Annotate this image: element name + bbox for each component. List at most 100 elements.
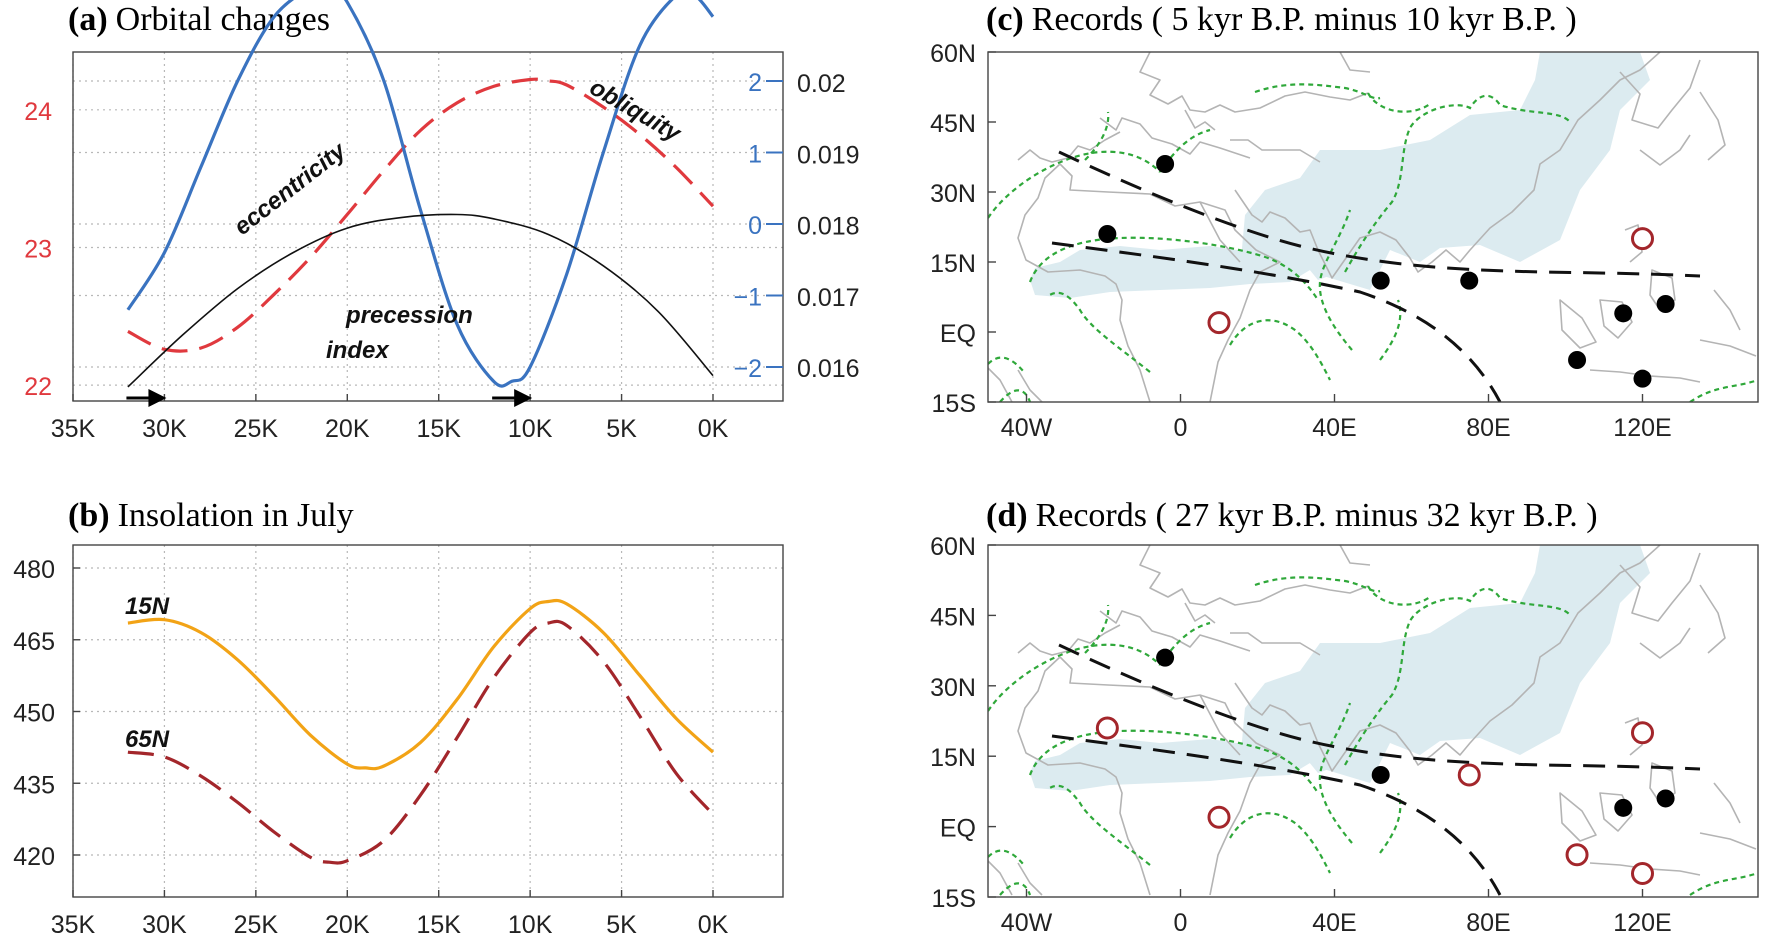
a-xtick-label-1: 30K	[142, 415, 187, 443]
b-xtick-label-7: 0K	[698, 911, 729, 939]
lat-label-5: 15S	[932, 390, 976, 418]
map-c	[988, 52, 1758, 402]
panel-a-frame	[72, 51, 784, 402]
a-prec-tick-4: 2	[748, 69, 762, 97]
b-ytick-label-2: 450	[13, 700, 55, 728]
b-xtick-label-0: 35K	[51, 911, 96, 939]
b-xtick-label-5: 10K	[508, 911, 553, 939]
a-left-tick-1: 23	[24, 235, 52, 263]
panel-c-title: (c) Records ( 5 kyr B.P. minus 10 kyr B.P…	[986, 1, 1577, 38]
a-arrow-head-1	[514, 389, 533, 407]
a-prec-tick-1: −1	[733, 284, 762, 312]
a-xtick-label-3: 20K	[325, 415, 370, 443]
lon-label-4: 120E	[1613, 909, 1671, 937]
record-open-3	[1631, 721, 1654, 745]
lat-label-2: 30N	[930, 180, 976, 208]
lon-label-3: 80E	[1466, 414, 1510, 442]
record-filled-6	[1568, 351, 1587, 369]
record-filled-3	[1656, 789, 1675, 808]
map-d	[988, 545, 1758, 896]
b-ytick-label-4: 420	[13, 843, 55, 871]
record-open-1	[1207, 805, 1231, 829]
a-ecc-tick-3: 0.017	[797, 284, 860, 312]
a-xtick-label-5: 10K	[508, 415, 553, 443]
b-xtick-label-4: 15K	[416, 911, 461, 939]
record-open-0	[1095, 716, 1119, 740]
lon-label-3: 80E	[1466, 909, 1510, 937]
precession-index-label: index	[326, 337, 390, 364]
record-filled-2	[1614, 798, 1633, 817]
lat-label-3: 15N	[930, 744, 976, 772]
panel-c-frame	[987, 51, 1759, 403]
record-filled-4	[1614, 304, 1633, 323]
record-open-5	[1631, 862, 1654, 886]
b-ytick-label-0: 480	[13, 556, 55, 584]
record-open-0	[1207, 311, 1231, 335]
record-filled-1	[1371, 765, 1390, 784]
lat-label-2: 30N	[930, 674, 976, 702]
panel-d: (d) Records ( 27 kyr B.P. minus 32 kyr B.…	[930, 497, 1759, 937]
lat-label-3: 15N	[930, 250, 976, 278]
a-prec-tick-3: 1	[748, 141, 762, 169]
precession-label: precession	[345, 302, 473, 329]
lat-label-4: EQ	[940, 320, 976, 348]
a-xtick-label-2: 25K	[234, 415, 279, 443]
lat-label-4: EQ	[940, 815, 976, 843]
panel-a-title: (a) Orbital changes	[68, 1, 330, 38]
lat-label-1: 45N	[930, 603, 976, 631]
record-filled-2	[1371, 271, 1390, 290]
a-ecc-tick-1: 0.019	[797, 141, 860, 169]
b-xtick-label-1: 30K	[142, 911, 187, 939]
obliquity-label: obliquity	[585, 74, 687, 148]
record-filled-0	[1156, 155, 1175, 173]
record-filled-3	[1460, 271, 1479, 290]
a-left-tick-0: 24	[24, 98, 52, 126]
lat-label-1: 45N	[930, 110, 976, 138]
record-open-2	[1457, 763, 1481, 787]
b-xtick-label-3: 20K	[325, 911, 370, 939]
series-obliquity	[127, 77, 715, 353]
lon-label-1: 0	[1174, 414, 1188, 442]
a-arrow-head-0	[148, 389, 167, 407]
series-insolation-15N	[127, 598, 715, 771]
panel-d-frame	[987, 544, 1759, 898]
a-left-tick-2: 22	[24, 373, 52, 401]
lon-label-0: 40W	[1001, 909, 1053, 937]
record-filled-7	[1633, 369, 1652, 388]
b-xtick-label-6: 5K	[606, 911, 637, 939]
panel-d-title: (d) Records ( 27 kyr B.P. minus 32 kyr B.…	[986, 497, 1598, 534]
label-15N: 15N	[125, 593, 170, 620]
panel-b: (b) Insolation in July 35K 30K 25K 20K 15K 10K…	[13, 497, 784, 939]
series-precession-index	[126, 0, 715, 388]
panel-b-frame	[72, 544, 784, 898]
a-ecc-tick-4: 0.016	[797, 355, 860, 383]
b-xtick-label-2: 25K	[234, 911, 279, 939]
map-base	[988, 52, 1758, 402]
b-ytick-label-1: 465	[13, 628, 55, 656]
lat-label-0: 60N	[930, 40, 976, 68]
panel-b-title: (b) Insolation in July	[68, 497, 354, 534]
label-65N: 65N	[125, 726, 170, 753]
a-xtick-label-7: 0K	[698, 415, 729, 443]
a-ecc-tick-2: 0.018	[797, 213, 860, 241]
lon-label-4: 120E	[1613, 414, 1671, 442]
a-xtick-label-4: 15K	[416, 415, 461, 443]
a-prec-tick-0: −2	[733, 355, 762, 383]
record-filled-1	[1098, 225, 1117, 243]
lon-label-1: 0	[1174, 909, 1188, 937]
record-filled-0	[1156, 648, 1175, 667]
a-prec-tick-2: 0	[748, 212, 762, 240]
b-ytick-label-3: 435	[13, 771, 55, 799]
panel-c: (c) Records ( 5 kyr B.P. minus 10 kyr B.P…	[930, 1, 1759, 442]
panel-a: (a) Orbital changes 35K 30K 25K 20K 15K 10K 5K 0…	[24, 0, 860, 443]
series-eccentricity	[127, 213, 714, 388]
a-xtick-label-6: 5K	[606, 415, 637, 443]
lon-label-0: 40W	[1001, 414, 1053, 442]
record-open-4	[1565, 843, 1589, 867]
series-insolation-65N	[127, 619, 715, 865]
map-base	[988, 545, 1758, 896]
record-open-1	[1631, 227, 1654, 251]
lat-label-0: 60N	[930, 533, 976, 561]
lat-label-5: 15S	[932, 885, 976, 913]
